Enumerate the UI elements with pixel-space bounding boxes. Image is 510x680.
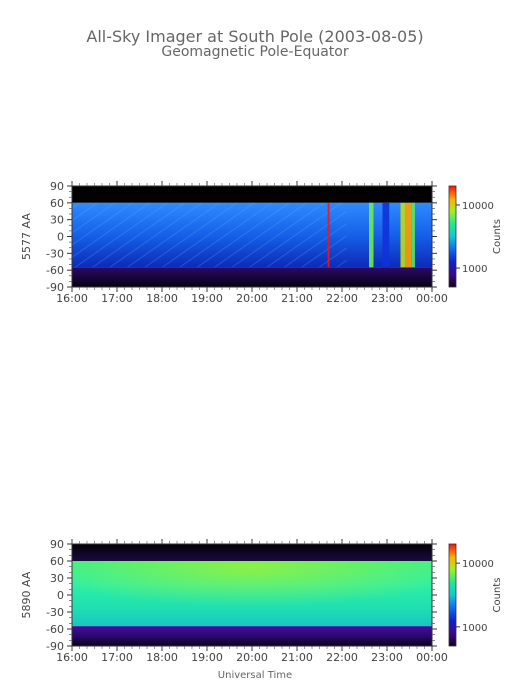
plot-background-bottom: [72, 267, 432, 287]
panel-5890: 90 60 30 0 -30 -60 -90 16:00 17:00 18:00 19:00 20:…: [20, 538, 503, 664]
event-mark: [400, 202, 405, 268]
x-tick-label: 20:00: [236, 651, 268, 664]
colorbar-ticks: 10000 1000: [456, 559, 494, 634]
plot-background-top: [72, 186, 432, 203]
y-tick-label: 60: [50, 555, 64, 568]
x-tick-label: 21:00: [281, 292, 313, 305]
x-tick-label: 17:00: [101, 292, 133, 305]
event-mark: [411, 202, 415, 268]
x-tick-label: 18:00: [146, 651, 178, 664]
colorbar: [448, 185, 457, 288]
panel-5577: 90 60 30 0 -30 -60 -90 16:00 17:00 18:00 19:00 20:…: [20, 180, 503, 305]
x-tick-label: 16:00: [56, 292, 88, 305]
y-tick-label: -90: [46, 640, 64, 653]
x-tick-label: 16:00: [56, 651, 88, 664]
x-axis-label: Universal Time: [218, 670, 292, 680]
y-axis-label: 5577 AA: [20, 213, 33, 260]
x-tick-label: 00:00: [416, 651, 448, 664]
y-tick-label: 30: [50, 214, 64, 227]
event-group: [327, 202, 415, 268]
colorbar-ticks: 10000 1000: [456, 201, 494, 275]
colorbar-label: Counts: [492, 219, 503, 254]
y-axis-label: 5890 AA: [20, 571, 33, 618]
x-tick-label: 22:00: [326, 292, 358, 305]
colorbar-label: Counts: [492, 578, 503, 613]
emission-texture: [72, 202, 347, 268]
y-tick-label: 0: [57, 589, 64, 602]
event-mark: [405, 202, 412, 268]
x-tick-label: 19:00: [191, 292, 223, 305]
y-tick-label: 90: [50, 538, 64, 551]
colorbar-tick-label: 1000: [462, 623, 487, 634]
x-tick-group: 16:00 17:00 18:00 19:00 20:00 21:00 22:00 23:00…: [56, 181, 448, 305]
plot-background-top: [72, 544, 432, 561]
colorbar-tick-label: 1000: [462, 264, 487, 275]
y-tick-group: 90 60 30 0 -30 -60 -90: [46, 180, 437, 294]
y-tick-label: -30: [46, 606, 64, 619]
figure-title: All-Sky Imager at South Pole (2003-08-05…: [86, 27, 423, 46]
y-tick-label: -90: [46, 281, 64, 294]
y-tick-label: -30: [46, 247, 64, 260]
colorbar-tick-label: 10000: [462, 201, 494, 212]
plot-background-bottom: [72, 626, 432, 646]
x-tick-label: 20:00: [236, 292, 268, 305]
event-mark: [382, 202, 390, 268]
x-tick-label: 21:00: [281, 651, 313, 664]
x-tick-label: 23:00: [371, 651, 403, 664]
y-tick-label: 90: [50, 180, 64, 193]
x-tick-group: 16:00 17:00 18:00 19:00 20:00 21:00 22:00 23:00…: [56, 539, 448, 664]
x-tick-label: 19:00: [191, 651, 223, 664]
y-tick-label: 0: [57, 231, 64, 244]
event-mark: [369, 202, 374, 268]
figure-subtitle: Geomagnetic Pole-Equator: [161, 44, 348, 60]
event-mark: [327, 202, 330, 268]
y-tick-group: 90 60 30 0 -30 -60 -90: [46, 538, 437, 653]
x-tick-label: 18:00: [146, 292, 178, 305]
x-tick-label: 23:00: [371, 292, 403, 305]
y-tick-label: -60: [46, 264, 64, 277]
colorbar-tick-label: 10000: [462, 559, 494, 570]
colorbar: [448, 543, 457, 647]
y-tick-label: 60: [50, 197, 64, 210]
x-tick-label: 22:00: [326, 651, 358, 664]
x-tick-label: 17:00: [101, 651, 133, 664]
emission-glow: [72, 561, 432, 627]
x-tick-label: 00:00: [416, 292, 448, 305]
y-tick-label: 30: [50, 572, 64, 585]
y-tick-label: -60: [46, 623, 64, 636]
